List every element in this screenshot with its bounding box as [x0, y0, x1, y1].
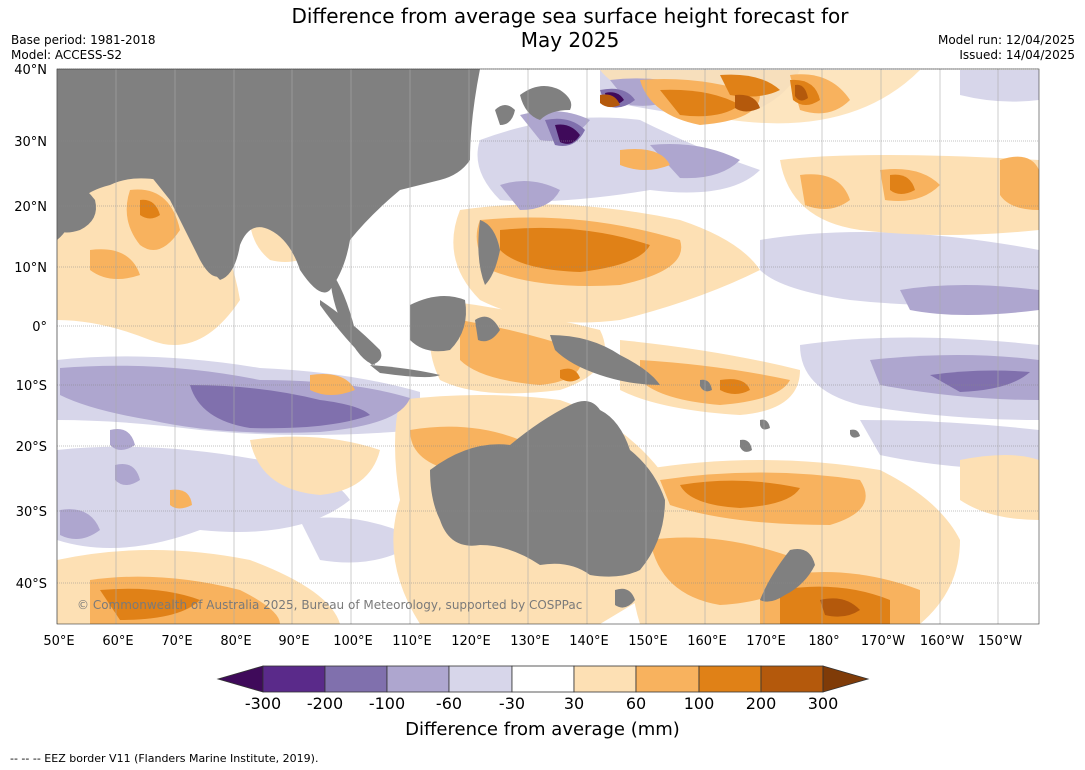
graticule — [56, 68, 1039, 624]
colorbar-segment — [262, 665, 326, 693]
copyright-notice: © Commonwealth of Australia 2025, Bureau… — [77, 598, 583, 612]
longitude-label: 110°E — [392, 634, 432, 649]
indian-subcontinent — [150, 175, 222, 277]
malay-peninsula — [330, 270, 375, 365]
java — [370, 365, 440, 378]
colorbar-extension-high — [822, 665, 870, 693]
longitude-labels: 50°E 60°E 70°E 80°E 90°E 100°E 110°E 120°E 130°E… — [43, 634, 1022, 649]
colorbar-tick-label: -200 — [306, 694, 344, 713]
map-title: Difference from average sea surface heig… — [200, 4, 940, 52]
new-guinea — [550, 335, 660, 385]
longitude-label: 170°E — [746, 634, 786, 649]
positive-anomaly-extreme — [600, 84, 860, 617]
latitude-label: 40°S — [16, 577, 47, 592]
colorbar — [216, 665, 870, 693]
longitude-label: 150°E — [628, 634, 668, 649]
colorbar-tick-label: 200 — [745, 694, 777, 713]
meta-left: Base period: 1981-2018 Model: ACCESS-S2 — [11, 33, 156, 63]
colorbar-tick-label: 60 — [625, 694, 647, 713]
australia — [430, 401, 665, 577]
sumatra — [320, 300, 382, 365]
colorbar-tick-label: 300 — [807, 694, 839, 713]
longitude-label: 120°E — [451, 634, 491, 649]
title-line-1: Difference from average sea surface heig… — [291, 4, 849, 28]
latitude-labels: 40°N 30°N 20°N 10°N 0° 10°S 20°S 30°S 40°S — [14, 63, 47, 592]
longitude-label: 180° — [808, 634, 839, 649]
borneo — [410, 296, 466, 352]
colorbar-tick-label: -60 — [435, 694, 463, 713]
colorbar-segment — [448, 665, 513, 693]
colorbar-tick-label: 30 — [563, 694, 585, 713]
colorbar-segment — [635, 665, 700, 693]
longitude-label: 50°E — [43, 634, 74, 649]
latitude-label: 30°N — [14, 135, 47, 150]
model-run: Model run: 12/04/2025 — [937, 33, 1075, 47]
model-name: Model: ACCESS-S2 — [11, 48, 123, 62]
colorbar-segment — [386, 665, 450, 693]
longitude-label: 150°W — [978, 634, 1022, 649]
longitude-label: 100°E — [333, 634, 373, 649]
latitude-label: 10°N — [14, 261, 47, 276]
colorbar-tick-label: -100 — [368, 694, 406, 713]
map-frame — [56, 68, 1040, 625]
meta-right: Model run: 12/04/2025 Issued: 14/04/2025 — [938, 33, 1075, 63]
land-masses — [57, 69, 860, 608]
latitude-label: 10°S — [16, 379, 47, 394]
longitude-label: 170°W — [861, 634, 905, 649]
longitude-label: 130°E — [510, 634, 550, 649]
longitude-label: 70°E — [161, 634, 192, 649]
sea-level-anomaly-field — [57, 69, 1039, 624]
latitude-label: 20°N — [14, 200, 47, 215]
colorbar-segment — [698, 665, 762, 693]
sulawesi — [475, 316, 500, 342]
issued-date: Issued: 14/04/2025 — [959, 48, 1075, 62]
longitude-label: 160°E — [687, 634, 727, 649]
longitude-label: 60°E — [102, 634, 133, 649]
arabian-peninsula — [57, 175, 96, 233]
longitude-label: 90°E — [278, 634, 309, 649]
longitude-label: 80°E — [220, 634, 251, 649]
philippines — [478, 220, 500, 285]
new-zealand — [760, 549, 815, 602]
korea-japan — [495, 86, 572, 125]
asia-landmass — [57, 69, 480, 293]
title-line-2: May 2025 — [520, 28, 620, 52]
colorbar-tick-label: -30 — [498, 694, 526, 713]
colorbar-segment — [511, 665, 575, 693]
colorbar-tick-label: 100 — [683, 694, 715, 713]
colorbar-extension-low — [216, 665, 264, 693]
colorbar-segment — [573, 665, 637, 693]
latitude-label: 30°S — [16, 505, 47, 520]
eez-footer: -- -- -- EEZ border V11 (Flanders Marine… — [10, 752, 319, 765]
latitude-label: 0° — [32, 320, 47, 335]
base-period: Base period: 1981-2018 — [11, 33, 156, 47]
latitude-label: 40°N — [14, 63, 47, 78]
colorbar-title: Difference from average (mm) — [405, 719, 680, 740]
colorbar-tick-label: -300 — [244, 694, 282, 713]
tasmania — [615, 588, 635, 608]
longitude-label: 140°E — [569, 634, 609, 649]
colorbar-segment — [760, 665, 824, 693]
latitude-label: 20°S — [16, 440, 47, 455]
colorbar-segment — [324, 665, 388, 693]
longitude-label: 160°W — [920, 634, 964, 649]
